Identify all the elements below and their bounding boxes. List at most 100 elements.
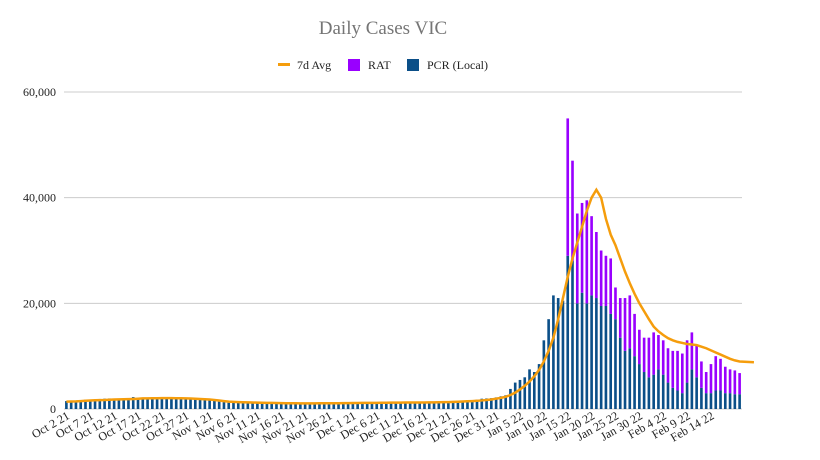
bar-rat: [685, 340, 689, 383]
bar-pcr: [198, 399, 202, 409]
bar-pcr: [160, 398, 164, 409]
bar-pcr: [394, 402, 398, 409]
bar-pcr: [719, 390, 722, 409]
bar-pcr: [370, 402, 374, 409]
bar-rat: [566, 118, 570, 256]
legend-swatch-rat: [348, 59, 360, 71]
bar-pcr: [561, 300, 565, 409]
bar-rat: [580, 202, 584, 293]
bar-pcr: [155, 397, 159, 409]
legend-swatch-pcr: [407, 59, 419, 71]
bar-pcr: [733, 394, 737, 409]
bar-rat: [666, 348, 670, 383]
bar-pcr: [728, 393, 732, 409]
bar-pcr: [604, 305, 608, 409]
bar-rat: [571, 160, 574, 262]
bar-pcr: [184, 397, 188, 409]
bar-pcr: [342, 403, 345, 409]
bar-pcr: [552, 295, 555, 409]
bar-pcr: [542, 340, 546, 409]
bar-pcr: [676, 390, 679, 409]
bar-pcr: [313, 403, 316, 409]
bar-pcr: [351, 403, 355, 409]
bar-pcr: [69, 401, 73, 409]
bar-pcr: [122, 398, 125, 409]
bar-pcr: [723, 393, 727, 409]
bar-pcr: [513, 382, 517, 409]
bar-pcr: [217, 401, 221, 409]
bar-pcr: [700, 387, 703, 409]
bar-pcr: [566, 255, 570, 409]
bar-pcr: [361, 403, 364, 409]
bar-rat: [618, 298, 622, 338]
bar-rat: [733, 370, 737, 395]
bar-rat: [585, 200, 589, 304]
bar-rat: [657, 335, 660, 370]
bar-pcr: [384, 402, 388, 409]
bar-pcr: [575, 303, 579, 409]
bar-rat: [652, 332, 655, 375]
bar-pcr: [461, 400, 464, 409]
bar-pcr: [294, 403, 297, 409]
bar-pcr: [270, 403, 274, 409]
bar-pcr: [628, 348, 632, 409]
bar-pcr: [265, 402, 269, 409]
bar-rat: [709, 364, 713, 394]
bar-rat: [676, 350, 679, 391]
bar-pcr: [346, 402, 350, 409]
bar-pcr: [365, 402, 369, 409]
bar-pcr: [275, 403, 278, 409]
bar-pcr: [647, 377, 651, 409]
bar-pcr: [490, 398, 493, 409]
bar-pcr: [442, 401, 445, 409]
bar-rat: [647, 337, 651, 378]
bar-rat: [719, 358, 722, 391]
bar-pcr: [413, 402, 417, 409]
bar-pcr: [423, 402, 426, 409]
pcr-bars: [65, 255, 741, 409]
bar-rat: [723, 366, 727, 394]
bar-pcr: [308, 403, 312, 409]
bar-pcr: [389, 402, 393, 409]
bar-pcr: [251, 402, 254, 409]
bar-pcr: [117, 398, 121, 409]
bar-pcr: [65, 401, 68, 409]
bar-pcr: [170, 397, 173, 409]
bar-rat: [614, 287, 617, 320]
bar-pcr: [466, 400, 469, 409]
bar-pcr: [638, 364, 641, 409]
bar-pcr: [661, 374, 665, 409]
bar-rat: [628, 295, 632, 349]
bar-pcr: [447, 401, 450, 409]
bar-pcr: [595, 298, 598, 409]
bar-pcr: [518, 379, 522, 409]
bar-pcr: [556, 298, 560, 409]
bar-pcr: [88, 400, 92, 409]
bar-pcr: [470, 400, 474, 409]
bar-pcr: [332, 403, 336, 409]
bar-rat: [700, 361, 703, 388]
bar-pcr: [485, 398, 488, 409]
bar-rat: [728, 369, 732, 394]
bar-pcr: [456, 400, 460, 409]
bar-pcr: [704, 393, 708, 409]
bar-pcr: [623, 350, 627, 409]
bar-pcr: [179, 398, 183, 409]
bar-rat: [604, 255, 608, 306]
bar-pcr: [74, 401, 78, 409]
bar-pcr: [98, 398, 102, 409]
bar-pcr: [404, 402, 407, 409]
bar-pcr: [189, 398, 192, 409]
bar-pcr: [174, 397, 178, 409]
chart-title: Daily Cases VIC: [318, 18, 448, 39]
bar-pcr: [509, 388, 512, 409]
bar-pcr: [599, 305, 603, 409]
bar-pcr: [213, 400, 216, 409]
bar-pcr: [504, 395, 507, 409]
bar-pcr: [222, 402, 226, 409]
bar-rat: [681, 353, 684, 394]
bar-pcr: [609, 313, 613, 409]
bar-pcr: [714, 390, 718, 409]
bar-pcr: [432, 402, 436, 409]
